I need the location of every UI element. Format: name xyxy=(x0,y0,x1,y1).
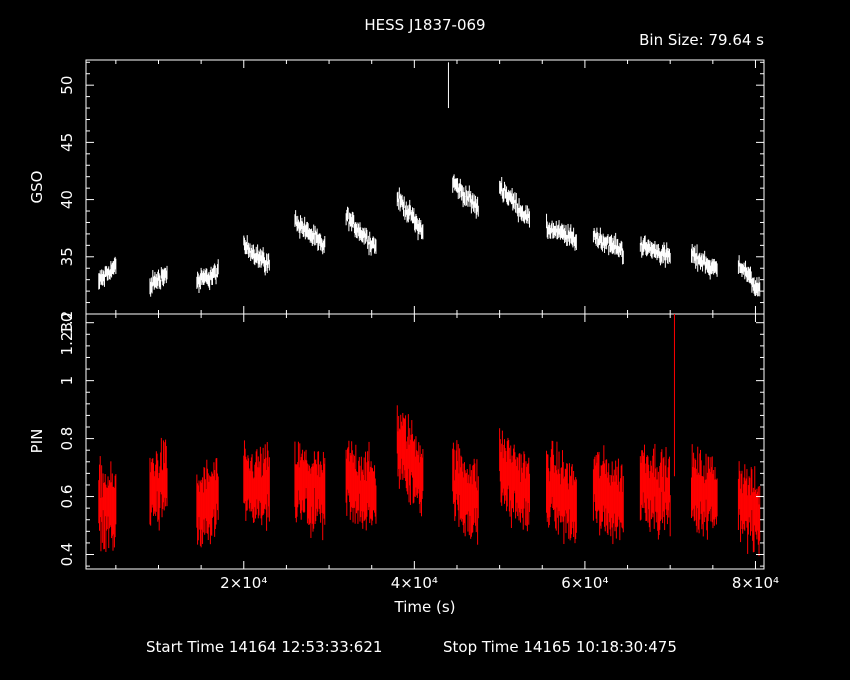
gso-y-axis-label: GSO xyxy=(28,171,46,204)
gso-ytick-label: 35 xyxy=(58,247,76,266)
gso-ytick-label: 40 xyxy=(58,190,76,209)
xtick-label: 2×10⁴ xyxy=(220,574,267,592)
x-axis-label: Time (s) xyxy=(394,598,456,616)
pin-panel: 0.4 0.6 0.8 1 1.21.230 2×10⁴ 4×10⁴ 6×10⁴ 8×10⁴ P… xyxy=(28,311,779,592)
xtick-label: 8×10⁴ xyxy=(732,574,779,592)
pin-plot-frame xyxy=(85,313,765,570)
pin-axis-ticks: 0.4 0.6 0.8 1 1.21.230 2×10⁴ 4×10⁴ 6×10⁴ 8×10⁴ xyxy=(58,311,779,592)
bin-size-label: Bin Size: 79.64 s xyxy=(639,31,764,49)
stop-time-label: Stop Time 14165 10:18:30:475 xyxy=(443,638,677,656)
pin-ytick-label: 0.4 xyxy=(58,543,76,567)
gso-plot-frame xyxy=(85,59,765,315)
gso-axis-ticks: 35 40 45 50 xyxy=(58,60,764,315)
gso-ytick-label: 45 xyxy=(58,133,76,152)
start-time-label: Start Time 14164 12:53:33:621 xyxy=(146,638,382,656)
pin-ytick-label-top: 1.230 xyxy=(58,313,76,356)
pin-ytick-label: 0.8 xyxy=(58,427,76,451)
xtick-label: 4×10⁴ xyxy=(391,574,438,592)
chart-title: HESS J1837-069 xyxy=(364,16,485,34)
xtick-label: 6×10⁴ xyxy=(561,574,608,592)
gso-ytick-label: 50 xyxy=(58,76,76,95)
pin-y-axis-label: PIN xyxy=(28,429,46,454)
pin-series xyxy=(98,314,761,557)
pin-ytick-label: 1 xyxy=(58,376,76,386)
gso-panel: 35 40 45 50 GSO xyxy=(28,59,765,315)
pin-ytick-label: 0.6 xyxy=(58,485,76,509)
gso-series xyxy=(98,62,761,297)
pin-ytick-label: 1.2 xyxy=(58,311,76,335)
